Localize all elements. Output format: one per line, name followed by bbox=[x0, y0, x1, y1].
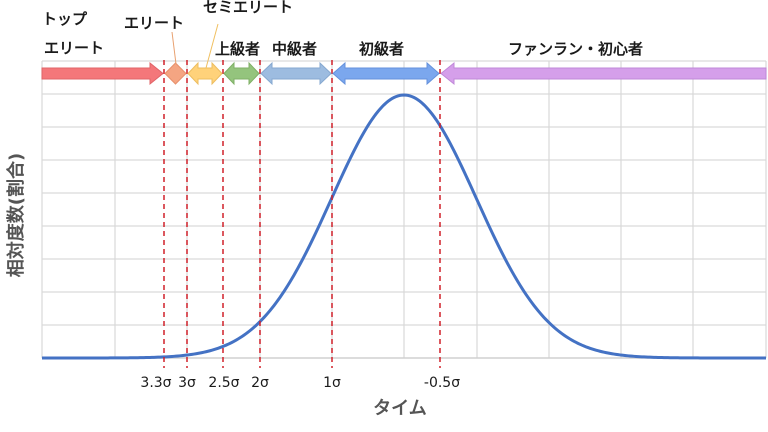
label-fun-run: ファンラン・初心者 bbox=[508, 40, 643, 58]
arrow-advanced bbox=[223, 61, 260, 86]
label-top-elite-2: エリート bbox=[44, 39, 104, 57]
tick-1-sigma: 1σ bbox=[323, 375, 341, 391]
label-advanced: 上級者 bbox=[215, 40, 260, 58]
arrow-fun-run bbox=[440, 61, 767, 86]
sigma-dashed-lines bbox=[163, 60, 441, 368]
label-intermediate: 中級者 bbox=[272, 40, 317, 58]
x-axis-title: タイム bbox=[373, 398, 427, 419]
arrow-top-elite bbox=[41, 61, 164, 86]
tick-2-sigma: 2σ bbox=[251, 375, 269, 391]
y-axis-title: 相対度数(割合) bbox=[5, 153, 27, 277]
arrow-semi-elite bbox=[187, 61, 223, 86]
callout-elite bbox=[171, 31, 177, 65]
grid bbox=[41, 60, 767, 358]
arrow-elite bbox=[164, 62, 187, 85]
tick-2.5-sigma: 2.5σ bbox=[208, 375, 239, 391]
tick-3.3-sigma: 3.3σ bbox=[140, 375, 171, 391]
label-top-elite-1: トップ bbox=[42, 10, 88, 28]
label-semi-elite: セミエリート bbox=[203, 0, 293, 16]
arrow-intermediate bbox=[260, 61, 332, 86]
bell-curve bbox=[42, 93, 766, 360]
arrow-beginner bbox=[332, 61, 440, 86]
segment-arrows bbox=[41, 61, 767, 86]
tick-3-sigma: 3σ bbox=[178, 375, 196, 391]
tick-minus-0.5-sigma: -0.5σ bbox=[424, 375, 460, 391]
callout-semi-elite bbox=[205, 23, 219, 69]
label-beginner: 初級者 bbox=[359, 40, 404, 58]
label-elite: エリート bbox=[124, 14, 184, 32]
